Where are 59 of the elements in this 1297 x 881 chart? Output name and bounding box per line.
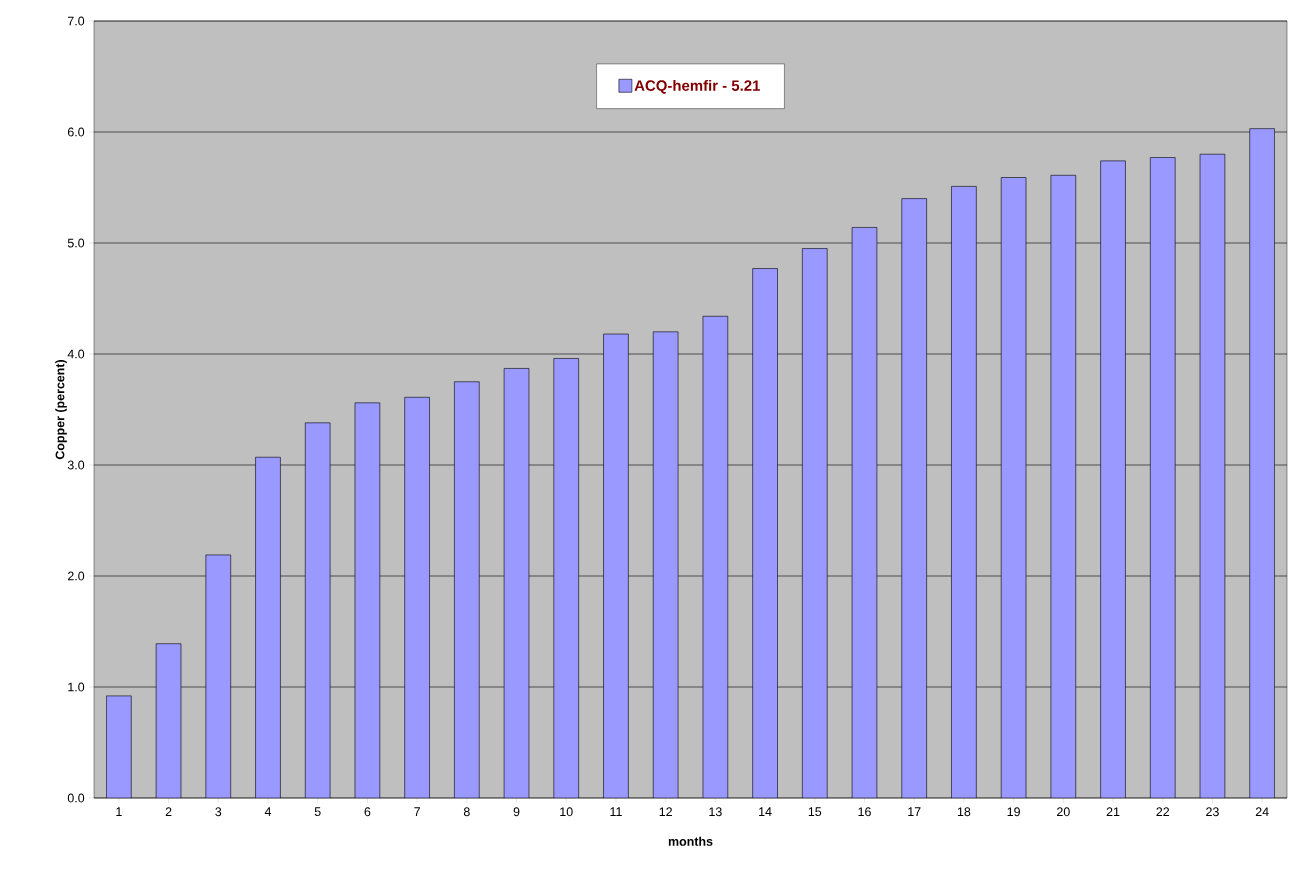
bar [106, 695, 132, 798]
x-tick-label: 4 [264, 807, 272, 816]
bar [1249, 128, 1275, 798]
bar [1199, 153, 1226, 798]
bar [354, 402, 381, 798]
bar [454, 381, 480, 798]
y-axis-title: Copper (percent) [55, 359, 67, 460]
x-tick-label: 22 [1156, 807, 1170, 817]
x-tick-label: 14 [759, 807, 772, 816]
x-tick-label: 8 [463, 807, 470, 817]
x-tick-label: 1 [116, 807, 122, 816]
x-tick-label: 10 [560, 807, 573, 817]
y-tick-label: 1.0 [68, 682, 85, 692]
bar [702, 315, 729, 798]
x-tick-label: 21 [1106, 807, 1120, 817]
x-tick-label: 15 [808, 807, 822, 817]
bar [304, 422, 331, 798]
y-tick-label: 7.0 [67, 16, 85, 26]
bar [255, 456, 281, 798]
bar [1100, 160, 1126, 798]
bar [1000, 177, 1027, 798]
x-tick-label: 2 [165, 807, 172, 817]
bar [752, 268, 778, 798]
bar [652, 331, 679, 798]
x-tick-label: 3 [215, 807, 222, 817]
bar [155, 643, 182, 798]
x-tick-label: 6 [364, 807, 371, 817]
bar [1050, 174, 1077, 798]
bar [1150, 157, 1176, 798]
bar [404, 396, 430, 798]
bar [802, 248, 828, 798]
x-tick-label: 7 [414, 807, 420, 816]
x-tick-label: 18 [957, 807, 971, 817]
bar [553, 358, 579, 798]
x-tick-label: 13 [709, 807, 722, 817]
bar [901, 198, 927, 798]
x-tick-label: 20 [1057, 807, 1070, 817]
y-tick-label: 6.0 [67, 127, 85, 137]
legend-label: ACQ-hemfir - 5.21 [634, 79, 760, 94]
bar [603, 333, 629, 798]
x-tick-label: 5 [314, 807, 321, 817]
y-tick-label: 5.0 [67, 238, 85, 248]
x-tick-label: 17 [908, 807, 921, 816]
bar [951, 186, 977, 798]
x-tick-label: 16 [858, 807, 871, 817]
x-tick-label: 12 [659, 807, 672, 817]
x-tick-label: 11 [610, 807, 622, 816]
bar [503, 368, 530, 798]
x-tick-label: 19 [1007, 807, 1020, 817]
y-tick-label: 3.0 [67, 460, 85, 470]
y-tick-label: 2.0 [67, 571, 85, 581]
x-tick-label: 23 [1206, 807, 1219, 817]
bar [851, 227, 878, 798]
x-tick-label: 9 [513, 807, 520, 817]
y-tick-label: 4.0 [67, 349, 85, 359]
x-tick-label: 24 [1255, 807, 1269, 817]
y-tick-label: 0.0 [67, 793, 85, 803]
x-axis-title: months [668, 836, 713, 846]
bar [205, 554, 231, 798]
